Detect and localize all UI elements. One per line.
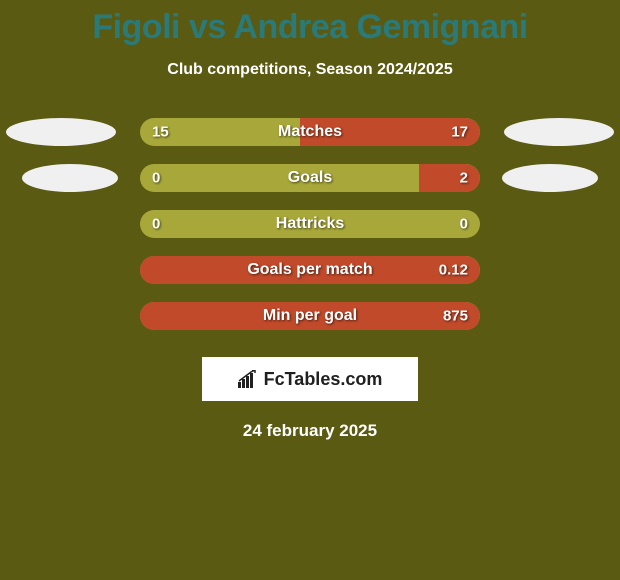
stat-value-right: 875	[443, 308, 468, 325]
bars-icon	[238, 370, 260, 388]
stats-chart: Matches 15 17 Goals 0 2 Hattricks 0 0 Goals per m…	[0, 109, 620, 339]
stat-value-right: 2	[460, 170, 468, 187]
stat-label: Goals per match	[247, 261, 372, 279]
comparison-subtitle: Club competitions, Season 2024/2025	[0, 61, 620, 79]
stat-row: Hattricks 0 0	[0, 201, 620, 247]
stat-bar-right	[419, 164, 480, 192]
source-logo: FcTables.com	[202, 357, 418, 401]
logo-label: FcTables.com	[264, 369, 383, 390]
stat-label: Hattricks	[276, 215, 344, 233]
stat-track: Goals per match 0.12	[140, 256, 480, 284]
stat-row: Goals per match 0.12	[0, 247, 620, 293]
stat-value-left: 0	[152, 170, 160, 187]
stat-row: Goals 0 2	[0, 155, 620, 201]
logo-text: FcTables.com	[238, 369, 383, 390]
stat-row: Min per goal 875	[0, 293, 620, 339]
stat-track: Goals 0 2	[140, 164, 480, 192]
stat-track: Min per goal 875	[140, 302, 480, 330]
stat-value-right: 17	[451, 124, 468, 141]
player-photo-right	[504, 118, 614, 146]
player-photo-left	[6, 118, 116, 146]
stat-label: Matches	[278, 123, 342, 141]
stat-value-right: 0	[460, 216, 468, 233]
comparison-title: Figoli vs Andrea Gemignani	[0, 0, 620, 47]
stat-value-left: 15	[152, 124, 169, 141]
stat-label: Goals	[288, 169, 332, 187]
player-photo-left	[22, 164, 118, 192]
stat-value-right: 0.12	[439, 262, 468, 279]
stat-label: Min per goal	[263, 307, 357, 325]
stat-value-left: 0	[152, 216, 160, 233]
stat-row: Matches 15 17	[0, 109, 620, 155]
player-photo-right	[502, 164, 598, 192]
stat-track: Matches 15 17	[140, 118, 480, 146]
stat-track: Hattricks 0 0	[140, 210, 480, 238]
comparison-date: 24 february 2025	[0, 421, 620, 441]
